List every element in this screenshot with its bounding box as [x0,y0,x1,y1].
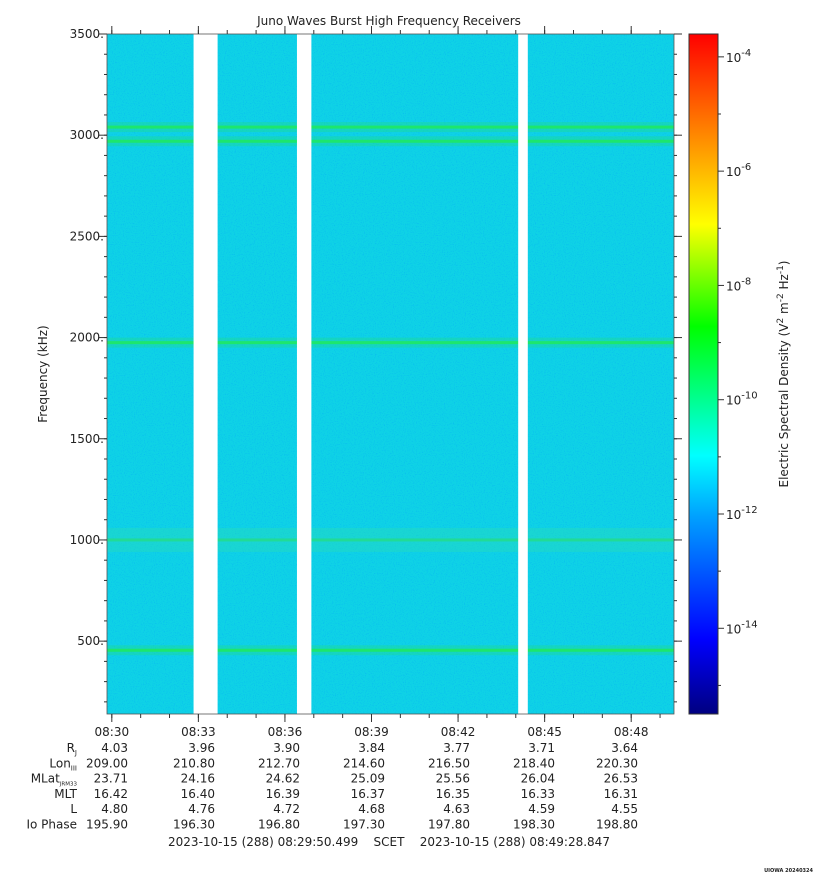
y-tick-label: 1500. [70,432,104,446]
ephemeris-value: 209.00 [86,756,128,770]
emission-line [107,538,674,542]
emission-line [107,341,674,345]
ephemeris-value: 4.76 [188,802,215,816]
ephemeris-row-label: L [70,802,77,816]
ephemeris-row-label: MLatJRM33 [31,772,78,788]
credit-text: UIOWA 20240324 [764,868,813,874]
colorbar-tick-label: 10-14 [726,619,758,636]
ephemeris-value: 196.30 [173,818,215,832]
y-tick-label: 3500. [70,27,104,41]
colorbar-tick-label: 10-10 [726,391,758,408]
ephemeris-value: 4.80 [101,802,128,816]
ephemeris-value: 24.62 [266,772,300,786]
ephemeris-value: 16.35 [436,787,470,801]
chart-title: Juno Waves Burst High Frequency Receiver… [256,14,521,28]
ephemeris-value: 26.04 [521,772,555,786]
y-tick-label: 2500. [70,229,104,243]
colorbar-tick-label: 10-4 [726,48,751,65]
ephemeris-value: 4.68 [358,802,385,816]
ephemeris-value: 4.63 [443,802,470,816]
ephemeris-value: 3.90 [273,741,300,755]
ephemeris-value: 3.64 [611,741,638,755]
data-gap [296,34,312,714]
x-tick-label: 08:33 [181,725,216,739]
y-tick-label: 1000. [70,533,104,547]
ephemeris-value: 3.71 [528,741,555,755]
emission-line [107,139,674,143]
ephemeris-row-label: LonIII [49,756,77,772]
ephemeris-value: 216.50 [428,756,470,770]
y-tick-label: 2000. [70,331,104,345]
x-tick-label: 08:39 [354,725,389,739]
ephemeris-value: 197.30 [343,818,385,832]
x-tick-label: 08:48 [614,725,649,739]
spectrogram-noise [107,34,674,714]
ephemeris-value: 25.56 [436,772,470,786]
ephemeris-value: 3.84 [358,741,385,755]
ephemeris-table: RJ 4.03 3.96 3.90 3.84 3.77 3.71 3.64 LonIII 209.… [26,741,638,832]
colorbar: 10-4 10-6 10-8 10-10 10-12 10-14 [688,33,758,715]
ephemeris-value: 196.80 [258,818,300,832]
colorbar-tick-label: 10-6 [726,162,751,179]
x-tick-label: 08:42 [441,725,476,739]
data-gap [193,34,218,714]
ephemeris-value: 4.55 [611,802,638,816]
ephemeris-value: 16.42 [94,787,128,801]
y-tick-label: 3000. [70,128,104,142]
ephemeris-value: 4.03 [101,741,128,755]
colorbar-gradient [688,33,719,715]
ephemeris-row-label: MLT [54,787,77,801]
ephemeris-value: 3.96 [188,741,215,755]
ephemeris-value: 16.33 [521,787,555,801]
ephemeris-value: 197.80 [428,818,470,832]
frequency-axis: 500. 1000. 1500. 2000. 2500. 3000. 3500. [70,27,682,703]
ephemeris-value: 195.90 [86,818,128,832]
emission-line [107,125,674,129]
ephemeris-value: 16.40 [181,787,215,801]
ephemeris-value: 4.72 [273,802,300,816]
emission-line [107,648,674,652]
colorbar-tick-label: 10-8 [726,276,751,293]
ephemeris-value: 212.70 [258,756,300,770]
ephemeris-row-label: Io Phase [26,818,77,832]
y-tick-label: 500. [77,634,104,648]
colorbar-tick-label: 10-12 [726,505,758,522]
ephemeris-value: 16.31 [604,787,638,801]
ephemeris-value: 3.77 [443,741,470,755]
ephemeris-value: 198.80 [596,818,638,832]
ephemeris-value: 16.39 [266,787,300,801]
ephemeris-row-label: RJ [67,741,77,757]
ephemeris-value: 4.59 [528,802,555,816]
plot-area [106,33,675,715]
x-tick-label: 08:30 [95,725,130,739]
ephemeris-value: 214.60 [343,756,385,770]
ephemeris-value: 25.09 [351,772,385,786]
ephemeris-value: 218.40 [513,756,555,770]
ephemeris-value: 24.16 [181,772,215,786]
ephemeris-value: 23.71 [94,772,128,786]
ephemeris-value: 198.30 [513,818,555,832]
x-tick-label: 08:36 [268,725,303,739]
ephemeris-value: 26.53 [604,772,638,786]
data-gaps [193,34,528,714]
ephemeris-value: 16.37 [351,787,385,801]
ephemeris-value: 220.30 [596,756,638,770]
y-axis-label: Frequency (kHz) [36,325,50,422]
colorbar-label: Electric Spectral Density (V2 m-2 Hz-1) [776,260,791,487]
time-axis: 08:30 08:33 08:36 08:39 08:42 08:45 08:48 [95,26,661,739]
time-range-footer: 2023-10-15 (288) 08:29:50.499 SCET 2023-… [168,835,610,849]
data-gap [518,34,528,714]
ephemeris-value: 210.80 [173,756,215,770]
x-tick-label: 08:45 [527,725,562,739]
plot-frame [106,33,675,715]
